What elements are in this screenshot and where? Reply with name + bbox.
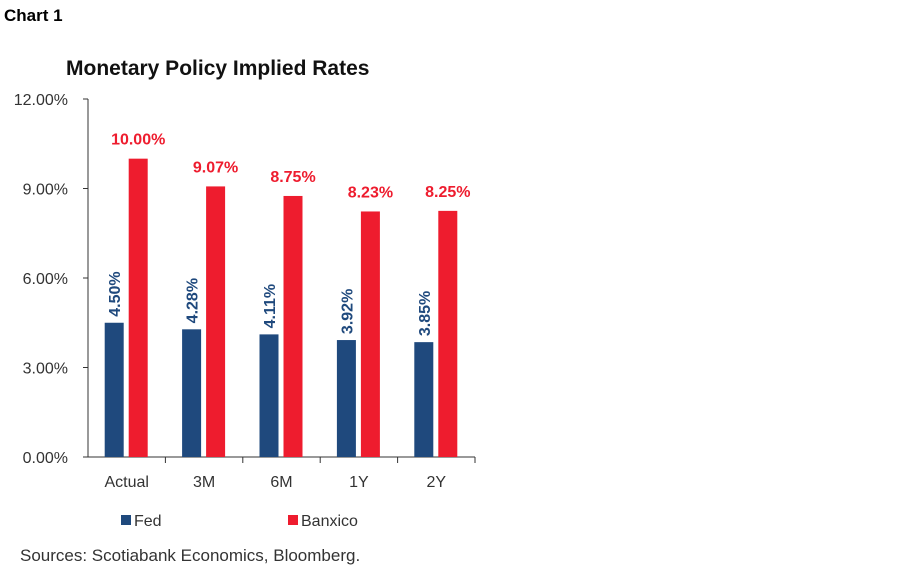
- x-tick-label: 2Y: [427, 474, 447, 491]
- bar-fed: [259, 334, 279, 457]
- bar-banxico: [206, 186, 226, 457]
- x-tick-label: 1Y: [349, 474, 369, 491]
- legend-swatch-banxico: [288, 515, 298, 525]
- bar-fed: [104, 322, 124, 457]
- bar-banxico: [360, 211, 380, 457]
- legend-label-banxico: Banxico: [301, 513, 358, 530]
- bar-chart: Monetary Policy Implied Rates 0.00% 3.00%…: [14, 57, 476, 530]
- chart-title: Monetary Policy Implied Rates: [66, 57, 369, 80]
- data-label-fed: 4.28%: [185, 278, 202, 323]
- x-tick-label: Actual: [104, 474, 148, 491]
- chart-bars: 4.50% 10.00% 4.28% 9.07% 4.11% 8.75% 3.92% 8.23…: [104, 132, 470, 458]
- chart-number-label: Chart 1: [4, 6, 63, 25]
- data-label-banxico: 10.00%: [111, 132, 165, 149]
- legend-label-fed: Fed: [134, 513, 162, 530]
- bar-banxico: [128, 158, 148, 457]
- y-tick-label: 3.00%: [23, 361, 68, 378]
- chart-axes: 0.00% 3.00% 6.00% 9.00% 12.00% Actual 3M 6M 1Y 2Y: [14, 92, 476, 491]
- bar-fed: [182, 329, 202, 457]
- y-tick-label: 0.00%: [23, 450, 68, 467]
- bar-fed: [336, 340, 356, 457]
- data-label-fed: 3.92%: [339, 289, 356, 334]
- bar-banxico: [438, 210, 458, 457]
- bar-fed: [414, 342, 434, 457]
- source-note: Sources: Scotiabank Economics, Bloomberg…: [20, 546, 361, 565]
- x-tick-label: 6M: [270, 474, 292, 491]
- y-tick-label: 9.00%: [23, 182, 68, 199]
- x-tick-label: 3M: [193, 474, 215, 491]
- data-label-banxico: 8.75%: [270, 169, 315, 186]
- bar-banxico: [283, 195, 303, 458]
- chart-legend: Fed Banxico: [121, 513, 358, 530]
- y-tick-label: 12.00%: [14, 92, 68, 109]
- data-label-fed: 4.50%: [107, 271, 124, 316]
- data-label-banxico: 8.25%: [425, 184, 470, 201]
- data-label-banxico: 8.23%: [348, 184, 393, 201]
- data-label-fed: 4.11%: [262, 284, 279, 328]
- legend-swatch-fed: [121, 515, 131, 525]
- data-label-fed: 3.85%: [417, 291, 434, 336]
- y-tick-label: 6.00%: [23, 271, 68, 288]
- data-label-banxico: 9.07%: [193, 159, 238, 176]
